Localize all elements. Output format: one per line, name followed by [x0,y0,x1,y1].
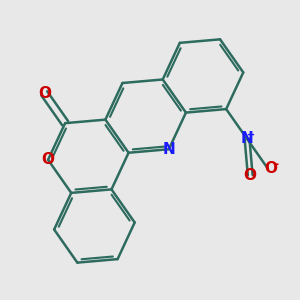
Text: +: + [247,130,255,140]
Text: O: O [42,152,55,167]
Text: -: - [274,158,279,171]
Text: O: O [244,168,257,183]
Text: N: N [241,131,254,146]
Text: O: O [38,86,51,101]
Text: O: O [264,161,278,176]
Text: N: N [163,142,175,157]
